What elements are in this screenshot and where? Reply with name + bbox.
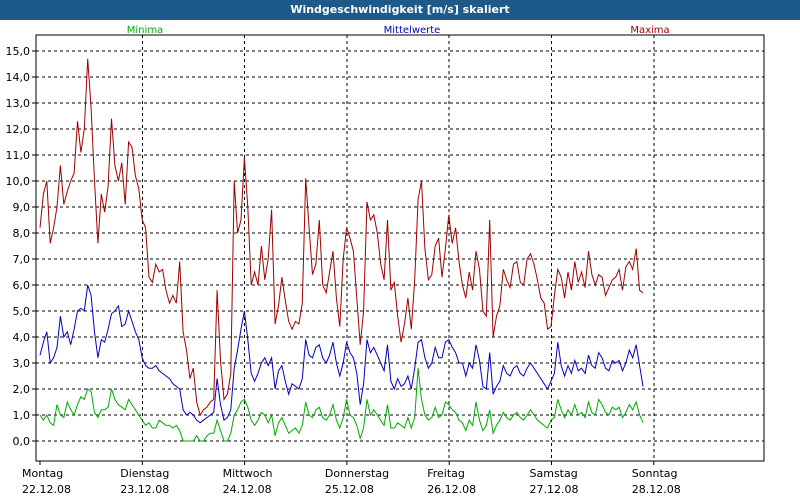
x-tick-date: 28.12.08 bbox=[632, 483, 681, 496]
y-tick-label: 2,0 bbox=[13, 383, 31, 396]
y-tick-label: 8,0 bbox=[13, 227, 31, 240]
series-line-maxima bbox=[39, 58, 644, 417]
x-tick-date: 27.12.08 bbox=[530, 483, 579, 496]
legend: Minima Mittelwerte Maxima bbox=[127, 25, 670, 36]
y-tick-label: 1,0 bbox=[13, 409, 31, 422]
y-tick-label: 0,0 bbox=[13, 435, 31, 448]
y-tick-label: 5,0 bbox=[13, 305, 31, 318]
x-tick-date: 26.12.08 bbox=[427, 483, 476, 496]
y-tick-label: 14,0 bbox=[6, 71, 31, 84]
y-tick-label: 15,0 bbox=[6, 45, 31, 58]
x-tick-date: 24.12.08 bbox=[223, 483, 272, 496]
y-tick-label: 9,0 bbox=[13, 201, 31, 214]
x-tick-weekday: Mittwoch bbox=[223, 467, 273, 480]
y-tick-label: 3,0 bbox=[13, 357, 31, 370]
y-axis: 15,0 14,0 13,0 12,0 11,0 10,0 9,0 8,0 7,0 6,0 5,0 4… bbox=[6, 45, 36, 448]
x-tick-date: 25.12.08 bbox=[325, 483, 374, 496]
x-tick-weekday: Dienstag bbox=[120, 467, 169, 480]
x-axis: Montag 22.12.08 Dienstag 23.12.08 Mittwoch 24… bbox=[22, 461, 681, 496]
x-tick-weekday: Samstag bbox=[530, 467, 578, 480]
x-tick-date: 22.12.08 bbox=[22, 483, 71, 496]
series-line-mittelwerte bbox=[39, 284, 644, 424]
x-tick-weekday: Montag bbox=[22, 467, 63, 480]
window-title: Windgeschwindigkeit [m/s] skaliert bbox=[0, 0, 800, 20]
y-tick-label: 12,0 bbox=[6, 123, 31, 136]
legend-minima: Minima bbox=[127, 25, 163, 36]
x-tick-date: 23.12.08 bbox=[120, 483, 169, 496]
x-tick-weekday: Freitag bbox=[427, 467, 465, 480]
x-tick-weekday: Donnerstag bbox=[325, 467, 389, 480]
y-tick-label: 7,0 bbox=[13, 253, 31, 266]
y-tick-label: 4,0 bbox=[13, 331, 31, 344]
legend-mittelwerte: Mittelwerte bbox=[384, 25, 441, 36]
x-tick-weekday: Sonntag bbox=[632, 467, 678, 480]
y-tick-label: 10,0 bbox=[6, 175, 31, 188]
series-group bbox=[39, 58, 644, 442]
y-tick-label: 13,0 bbox=[6, 97, 31, 110]
series-line-minima bbox=[39, 368, 644, 442]
legend-maxima: Maxima bbox=[630, 25, 669, 36]
plot-area bbox=[35, 34, 765, 462]
wind-speed-chart: 15,0 14,0 13,0 12,0 11,0 10,0 9,0 8,0 7,0 6,0 5,0 4… bbox=[6, 25, 765, 496]
grid-lines bbox=[36, 35, 764, 461]
chart-panel: 15,0 14,0 13,0 12,0 11,0 10,0 9,0 8,0 7,0 6,0 5,0 4… bbox=[0, 20, 800, 500]
y-tick-label: 6,0 bbox=[13, 279, 31, 292]
y-tick-label: 11,0 bbox=[6, 149, 31, 162]
